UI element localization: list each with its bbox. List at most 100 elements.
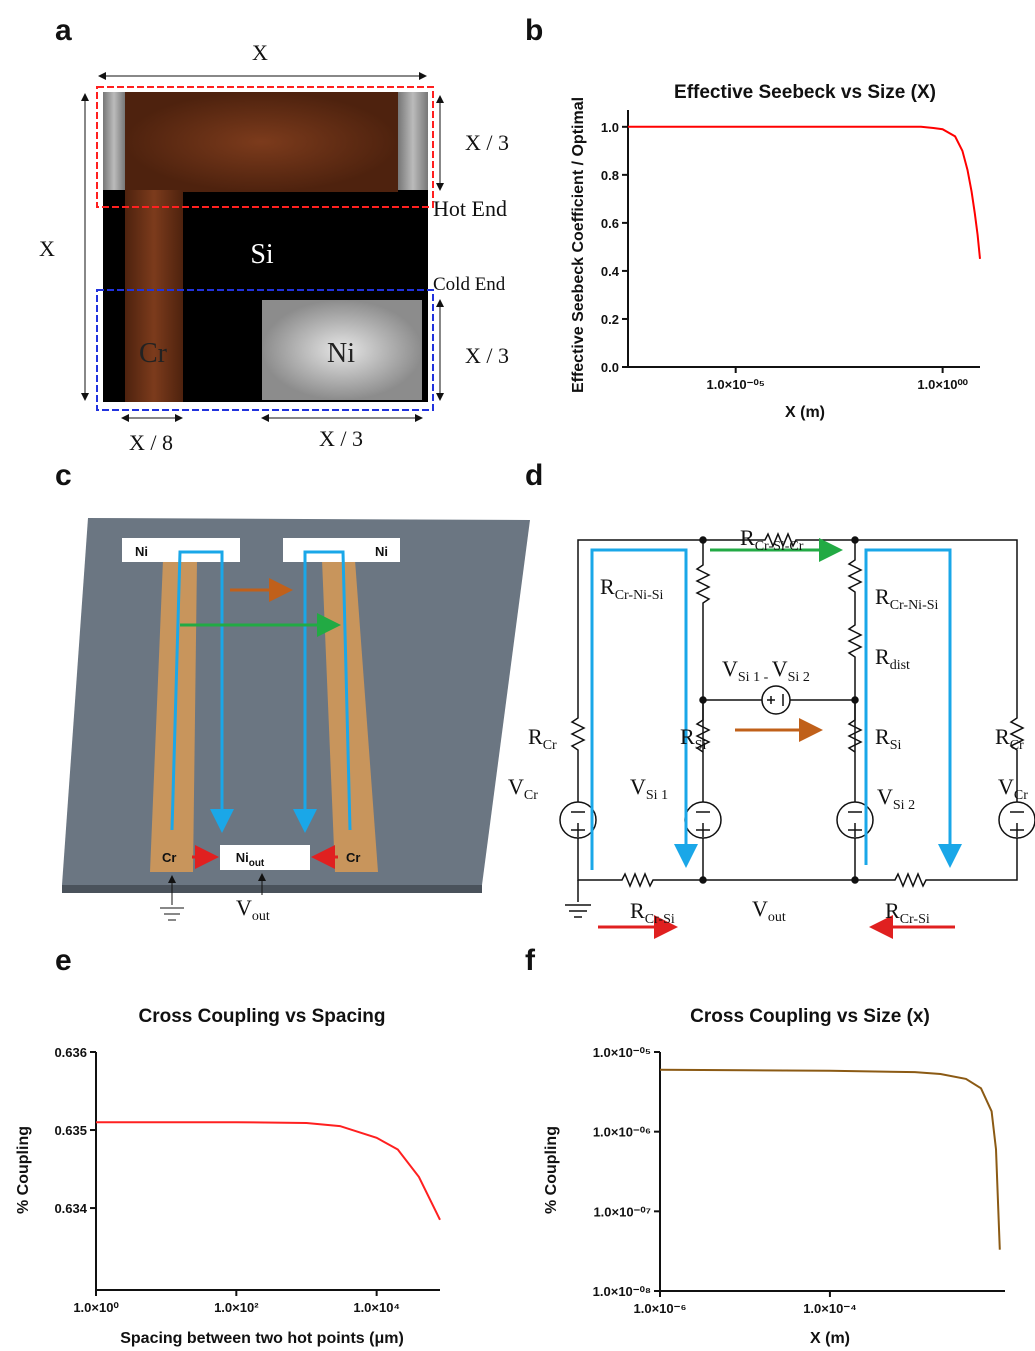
label: c bbox=[55, 459, 72, 492]
circuit-label: Rdist bbox=[875, 644, 910, 673]
label: Cr bbox=[162, 850, 176, 865]
label: Cold End bbox=[433, 274, 506, 295]
shape bbox=[62, 518, 530, 885]
y-tick-label: 1.0×10⁻⁰⁷ bbox=[593, 1204, 651, 1219]
label: Si bbox=[250, 239, 274, 270]
shape bbox=[103, 92, 125, 190]
label: V bbox=[236, 895, 252, 920]
shape bbox=[62, 885, 482, 893]
y-tick-label: 0.4 bbox=[601, 264, 620, 279]
circuit-label: VSi 2 bbox=[877, 784, 915, 813]
circuit-label: RCr-Ni-Si bbox=[875, 584, 939, 613]
panel-c: Ni Ni Cr Cr Niout Vout bbox=[62, 518, 530, 924]
label: out bbox=[249, 858, 265, 869]
label-sub: Cr-Si bbox=[645, 912, 675, 927]
shape bbox=[220, 845, 310, 870]
x-axis-label: X (m) bbox=[810, 1330, 850, 1347]
shape bbox=[852, 537, 858, 543]
label: f bbox=[525, 944, 536, 977]
label: out bbox=[252, 909, 270, 924]
chart-title: Cross Coupling vs Spacing bbox=[138, 1006, 385, 1027]
label-main: R bbox=[528, 724, 543, 749]
x-tick-label: 1.0×10⁰⁰ bbox=[917, 377, 968, 392]
data-line bbox=[660, 1070, 1000, 1250]
circuit-label: VCr bbox=[998, 774, 1028, 803]
label-sub: - bbox=[760, 670, 772, 685]
label-main: V bbox=[630, 774, 646, 799]
shape bbox=[571, 694, 1024, 837]
y-axis-label: % Coupling bbox=[15, 1126, 32, 1214]
label: a bbox=[55, 14, 72, 47]
label: X bbox=[252, 40, 268, 65]
label-sub: Si bbox=[890, 738, 902, 753]
x-axis-label: Spacing between two hot points (μm) bbox=[120, 1330, 404, 1347]
shape bbox=[565, 880, 591, 917]
label: Vout bbox=[236, 895, 270, 924]
y-tick-label: 0.2 bbox=[601, 312, 619, 327]
data-line bbox=[628, 127, 980, 259]
y-axis-label: % Coupling bbox=[543, 1126, 560, 1214]
circuit-label: RCr-Ni-Si bbox=[600, 574, 664, 603]
label-sub: Si bbox=[695, 738, 707, 753]
chart-title: Cross Coupling vs Size (x) bbox=[690, 1006, 930, 1027]
label-main: R bbox=[680, 724, 695, 749]
x-tick-label: 1.0×10⁻⁴ bbox=[803, 1301, 856, 1316]
label: X / 3 bbox=[465, 343, 509, 368]
chart-title: Effective Seebeck vs Size (X) bbox=[674, 82, 936, 103]
label: X / 3 bbox=[465, 130, 509, 155]
label-main: R bbox=[875, 584, 890, 609]
label: b bbox=[525, 14, 543, 47]
label-sub: dist bbox=[890, 658, 910, 673]
label-main: R bbox=[740, 525, 755, 550]
circuit-label: RCr bbox=[995, 724, 1024, 753]
label-main: V bbox=[772, 656, 788, 681]
label-main: R bbox=[630, 898, 645, 923]
label: Hot End bbox=[433, 196, 507, 221]
label-main: R bbox=[995, 724, 1010, 749]
x-tick-label: 1.0×10⁻⁶ bbox=[634, 1301, 687, 1316]
shape bbox=[700, 537, 706, 543]
y-tick-label: 0.635 bbox=[54, 1123, 87, 1138]
shape bbox=[125, 92, 398, 192]
label-main: R bbox=[885, 898, 900, 923]
x-tick-label: 1.0×10⁻⁰⁵ bbox=[707, 377, 765, 392]
y-tick-label: 0.6 bbox=[601, 216, 619, 231]
y-tick-label: 1.0×10⁻⁰⁵ bbox=[593, 1045, 651, 1060]
shape bbox=[578, 540, 703, 700]
y-tick-label: 1.0×10⁻⁰⁶ bbox=[593, 1125, 651, 1140]
label-sub: Si 1 bbox=[646, 788, 668, 803]
shape bbox=[852, 697, 858, 703]
label-sub: out bbox=[768, 910, 786, 925]
label-sub: Cr-Ni-Si bbox=[890, 598, 939, 613]
circuit-label: RCr-Si bbox=[630, 898, 675, 927]
shape bbox=[852, 877, 858, 883]
circuit-label: VSi 1 - VSi 2 bbox=[722, 656, 810, 685]
label: Ni bbox=[375, 544, 388, 559]
label-sub: Si 1 bbox=[738, 670, 760, 685]
shape bbox=[855, 540, 1017, 700]
x-tick-label: 1.0×10⁰ bbox=[73, 1300, 119, 1315]
page: {"panel_labels":["a","b","c","d","e","f"… bbox=[0, 0, 1035, 1351]
label-sub: Cr bbox=[543, 738, 557, 753]
label: Ni bbox=[135, 544, 148, 559]
figure: a b c d e f X X X / 3 Hot End Si Cold En… bbox=[0, 0, 1035, 1351]
shape bbox=[700, 877, 706, 883]
label: X bbox=[39, 236, 55, 261]
label-main: V bbox=[508, 774, 524, 799]
label: d bbox=[525, 459, 543, 492]
label: e bbox=[55, 944, 72, 977]
shape bbox=[700, 697, 706, 703]
label: X / 3 bbox=[319, 426, 363, 451]
label-sub: Cr bbox=[524, 788, 538, 803]
y-tick-label: 1.0 bbox=[601, 120, 619, 135]
circuit-label: VCr bbox=[508, 774, 538, 803]
label-sub: Cr bbox=[1014, 788, 1028, 803]
x-tick-label: 1.0×10⁴ bbox=[353, 1300, 400, 1315]
label-sub: Cr-Si bbox=[900, 912, 930, 927]
y-tick-label: 0.634 bbox=[54, 1201, 87, 1216]
data-line bbox=[96, 1122, 440, 1220]
label-sub: Si 2 bbox=[788, 670, 810, 685]
circuit-label: RSi bbox=[875, 724, 901, 753]
panel-a: X X X / 3 Hot End Si Cold End Cr Ni X / … bbox=[39, 40, 509, 455]
label-main: V bbox=[998, 774, 1014, 799]
